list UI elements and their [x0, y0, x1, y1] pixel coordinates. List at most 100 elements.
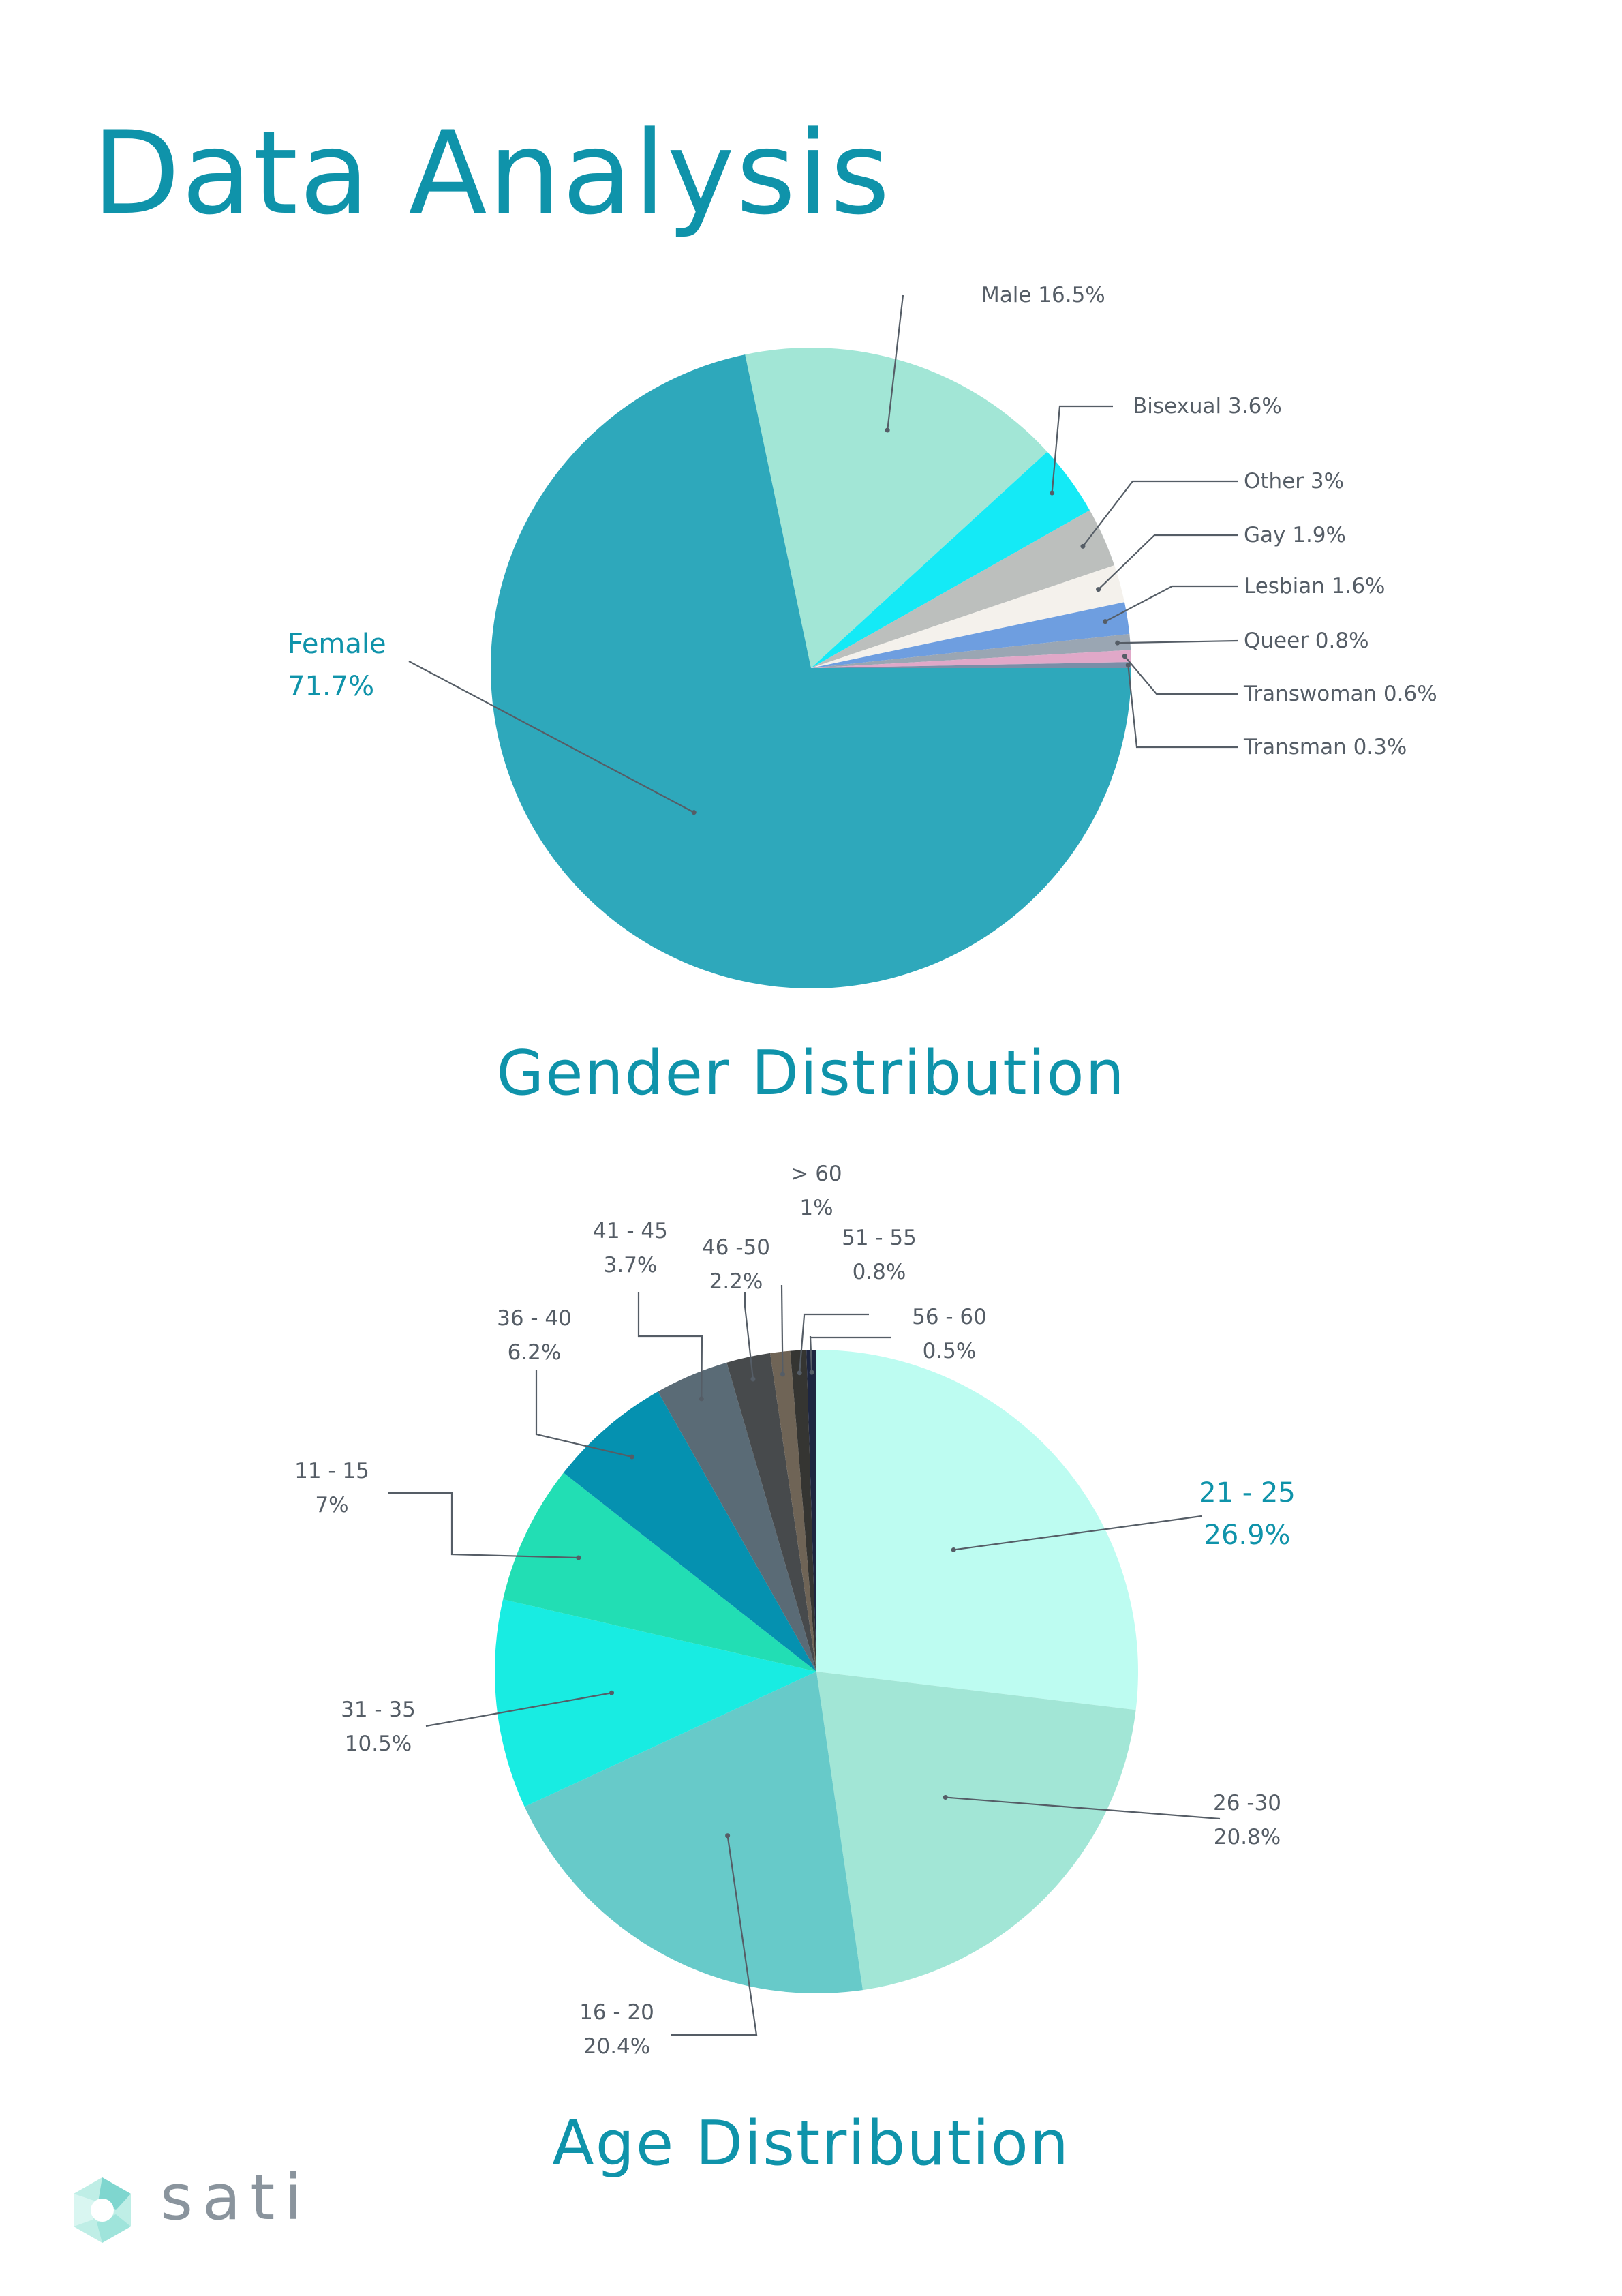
age-slice-21-25 [816, 1350, 1138, 1710]
gender-label-female-value: 71.7% [288, 671, 374, 702]
age-label-11-15-value: 7% [315, 1493, 348, 1517]
age-slice-56-60 [806, 1350, 816, 1672]
gender-leader-dot-female [691, 810, 697, 815]
age-label-56-60-value: 0.5% [923, 1339, 977, 1363]
age-leader-dot-36-40 [629, 1454, 634, 1460]
gender-leader-other [1082, 480, 1238, 547]
age-label-26-30: 26 -30 [1213, 1791, 1281, 1815]
age-leader-31-35 [425, 1692, 612, 1727]
age-leader-21-25 [953, 1515, 1202, 1551]
brand-name: sati [160, 2161, 311, 2234]
gender-leader-dot-gay [1096, 587, 1101, 592]
gender-slice-male [745, 348, 1047, 668]
sati-logo-icon [74, 2177, 131, 2243]
gender-label-transwoman: Transwoman 0.6% [1243, 682, 1437, 706]
gender-leader-dot-other [1080, 543, 1086, 549]
age-leader-56-60 [809, 1335, 891, 1373]
age-leader-dot-60 [780, 1372, 785, 1377]
gender-label-gay: Gay 1.9% [1244, 523, 1346, 547]
gender-label-other: Other 3% [1244, 469, 1344, 494]
age-leader-dot-31-35 [609, 1690, 615, 1695]
age-label-60: > 60 [791, 1162, 842, 1186]
gender-leader-dot-queer [1115, 640, 1120, 646]
gender-slice-gay [811, 565, 1124, 668]
age-leader-16-20 [671, 1835, 758, 2036]
age-slice-31-35 [494, 1599, 816, 1807]
age-label-16-20-value: 20.4% [583, 2034, 650, 2059]
age-label-31-35-value: 10.5% [345, 1732, 412, 1756]
gender-leader-dot-bisexual [1050, 490, 1055, 496]
age-leader-36-40 [535, 1370, 632, 1458]
age-leader-dot-11-15 [576, 1555, 581, 1560]
age-label-46-50: 46 -50 [702, 1235, 770, 1260]
age-label-21-25-value: 26.9% [1204, 1520, 1290, 1551]
gender-leader-dot-male [885, 427, 890, 433]
age-leader-dot-56-60 [809, 1370, 814, 1375]
age-label-31-35: 31 - 35 [341, 1697, 416, 1722]
age-leader-dot-51-55 [797, 1370, 802, 1376]
age-label-41-45-value: 3.7% [604, 1253, 658, 1278]
gender-slice-other [811, 510, 1115, 668]
age-label-36-40-value: 6.2% [508, 1340, 562, 1365]
age-labels: 21 - 25 26.9% 26 -30 20.8% 16 - 20 20.4% 31 - … [294, 1162, 1296, 2059]
age-slice-16-20 [524, 1672, 863, 1993]
page-title: Data Analysis [92, 106, 891, 240]
gender-label-female: Female [288, 629, 386, 660]
gender-label-male: Male 16.5% [981, 283, 1105, 307]
age-slice-46-50 [726, 1353, 816, 1672]
age-leader-dot-41-45 [699, 1396, 704, 1402]
gender-leader-transwoman [1124, 655, 1238, 695]
age-label-16-20: 16 - 20 [579, 2000, 654, 2025]
gender-slices [490, 348, 1131, 989]
age-leader-51-55 [799, 1313, 869, 1373]
age-leader-41-45 [637, 1292, 703, 1399]
age-label-60-value: 1% [799, 1196, 833, 1220]
age-leader-46-50 [744, 1292, 754, 1380]
gender-leader-bisexual [1051, 405, 1113, 494]
gender-chart-title: Gender Distribution [496, 1038, 1126, 1109]
gender-slice-bisexual [811, 451, 1090, 668]
gender-label-lesbian: Lesbian 1.6% [1244, 574, 1386, 599]
age-leader-dot-16-20 [725, 1833, 731, 1839]
age-slice-36-40 [563, 1391, 816, 1672]
gender-leader-gay [1097, 534, 1238, 590]
gender-label-bisexual: Bisexual 3.6% [1133, 394, 1282, 419]
age-label-56-60: 56 - 60 [912, 1305, 987, 1329]
age-label-11-15: 11 - 15 [294, 1459, 369, 1483]
age-chart-title: Age Distribution [552, 2108, 1070, 2179]
gender-slice-lesbian [811, 602, 1130, 668]
age-slice-41-45 [658, 1362, 816, 1672]
age-leader-dot-26-30 [943, 1795, 948, 1800]
gender-label-queer: Queer 0.8% [1244, 629, 1369, 653]
age-slice-60 [770, 1350, 816, 1672]
gender-slice-transwoman [811, 650, 1131, 668]
age-leader-dot-46-50 [750, 1376, 756, 1382]
age-leader-26-30 [945, 1796, 1221, 1820]
gender-leader-female [408, 661, 694, 813]
age-leader-dot-21-25 [951, 1547, 956, 1552]
age-label-21-25: 21 - 25 [1199, 1477, 1296, 1509]
age-slices [494, 1350, 1138, 1993]
age-slice-26-30 [816, 1672, 1136, 1991]
age-label-41-45: 41 - 45 [593, 1219, 668, 1243]
gender-leader-queer [1117, 639, 1239, 644]
gender-slice-transman [811, 662, 1131, 668]
gender-labels: Male 16.5% Bisexual 3.6% Other 3% Gay 1.9% L… [288, 283, 1437, 815]
age-label-51-55: 51 - 55 [842, 1226, 917, 1250]
age-slice-11-15 [503, 1472, 816, 1672]
age-label-36-40: 36 - 40 [497, 1306, 572, 1331]
gender-leader-male [887, 294, 904, 431]
gender-leader-dot-transwoman [1122, 654, 1127, 659]
age-slice-51-55 [790, 1350, 816, 1672]
gender-label-transman: Transman 0.3% [1243, 735, 1407, 759]
age-label-51-55-value: 0.8% [853, 1260, 906, 1284]
gender-leader-transman [1127, 665, 1238, 749]
gender-leader-lesbian [1105, 585, 1238, 622]
gender-slice-female [490, 354, 1131, 989]
age-label-46-50-value: 2.2% [709, 1269, 763, 1294]
gender-leader-dot-lesbian [1103, 619, 1108, 624]
gender-pie-chart: Male 16.5% Bisexual 3.6% Other 3% Gay 1.9% L… [288, 283, 1437, 989]
gender-leader-dot-transman [1125, 663, 1131, 668]
age-label-26-30-value: 20.8% [1214, 1825, 1281, 1849]
